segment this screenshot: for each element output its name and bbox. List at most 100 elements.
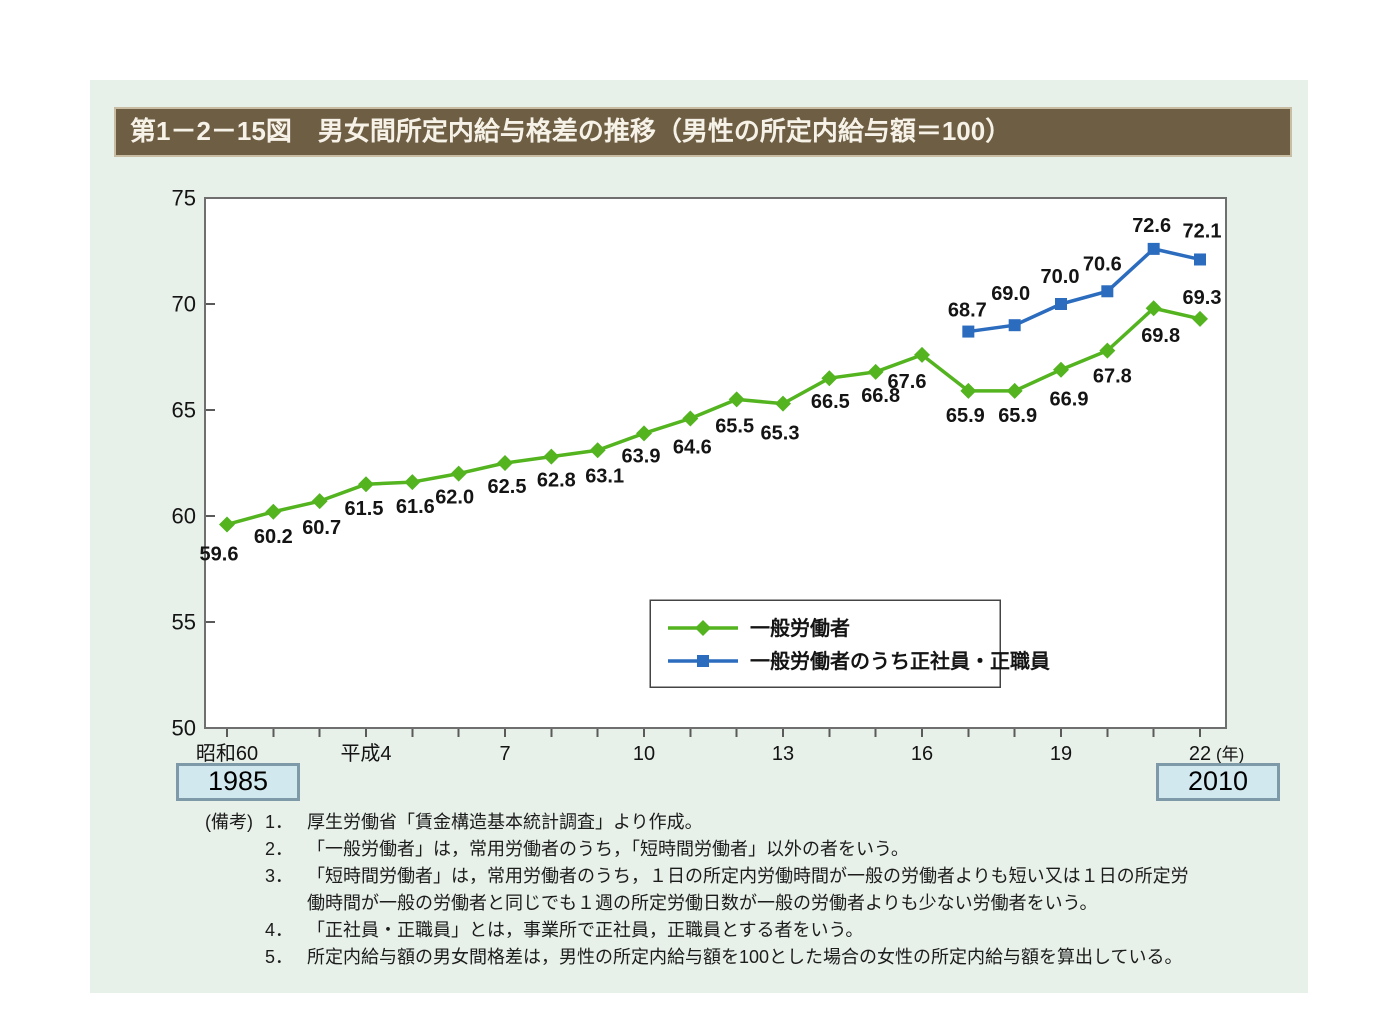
- note-text: 「短時間労働者」は，常用労働者のうち，１日の所定内労働時間が一般の労働者よりも短…: [307, 866, 1189, 913]
- note-text: 所定内給与額の男女間格差は，男性の所定内給与額を100とした場合の女性の所定内給…: [307, 947, 1183, 967]
- data-point-label: 60.2: [254, 526, 293, 548]
- note-number: 5．: [265, 947, 294, 967]
- series-line-regular-staff: [966, 247, 1202, 334]
- x-tick-label: 平成4: [340, 742, 391, 765]
- data-point-label: 70.0: [1041, 266, 1080, 288]
- note-text: 厚生労働省「賃金構造基本統計調査」より作成。: [307, 812, 703, 832]
- x-tick-label: 16: [911, 743, 933, 765]
- note-item-2: 2． 「一般労働者」は，常用労働者のうち，「短時間労働者」以外の者をいう。: [265, 836, 1205, 863]
- data-point-label: 65.9: [998, 405, 1037, 427]
- data-point-label: 68.7: [948, 300, 987, 322]
- legend-square-icon: [697, 655, 709, 667]
- data-point-label: 67.6: [888, 371, 927, 393]
- data-point-label: 66.9: [1050, 389, 1089, 411]
- data-point-square-icon: [1147, 242, 1160, 255]
- data-point-label: 63.1: [585, 465, 624, 487]
- data-point-diamond-icon: [914, 346, 930, 363]
- data-point-label: 65.5: [715, 415, 754, 437]
- legend-diamond-icon: [695, 620, 711, 636]
- x-tick-label: 13: [772, 743, 794, 765]
- note-text: 「正社員・正職員」とは，事業所で正社員，正職員とする者をいう。: [307, 920, 864, 940]
- data-point-label: 65.3: [761, 423, 800, 445]
- data-point-diamond-icon: [1006, 382, 1023, 399]
- note-item-4: 4． 「正社員・正職員」とは，事業所で正社員，正職員とする者をいう。: [265, 917, 1205, 944]
- figure-panel: 第1－2－15図 男女間所定内給与格差の推移（男性の所定内給与額＝100） 50 5…: [90, 80, 1308, 993]
- y-tick-label: 50: [172, 716, 196, 741]
- data-point-diamond-icon: [265, 503, 282, 520]
- year-highlight-2010: 2010: [1156, 763, 1280, 801]
- data-point-label: 69.8: [1141, 325, 1180, 347]
- data-point-label: 62.8: [537, 470, 576, 492]
- x-tick-label: 10: [633, 743, 655, 765]
- data-point-diamond-icon: [960, 382, 977, 399]
- data-point-label: 63.9: [622, 445, 661, 467]
- data-point-label: 62.5: [488, 476, 527, 498]
- notes-list: 1． 厚生労働省「賃金構造基本統計調査」より作成。 2． 「一般労働者」は，常用労働者…: [265, 809, 1205, 971]
- data-point-label: 72.6: [1132, 215, 1171, 237]
- legend-box: [649, 599, 1001, 688]
- notes-block: (備考) 1． 厚生労働省「賃金構造基本統計調査」より作成。 2． 「一般労働者」は，…: [205, 809, 1205, 971]
- y-tick-label: 70: [172, 292, 196, 317]
- data-point-square-icon: [1055, 298, 1067, 310]
- note-number: 3．: [265, 866, 294, 886]
- data-point-diamond-icon: [589, 442, 606, 459]
- data-point-label: 66.5: [811, 391, 850, 413]
- y-tick-label: 75: [172, 186, 196, 211]
- data-point-square-icon: [1194, 253, 1206, 266]
- data-point-label: 64.6: [673, 436, 712, 458]
- data-point-diamond-icon: [219, 516, 235, 533]
- year-highlight-1985: 1985: [176, 763, 300, 801]
- data-point-square-icon: [1101, 285, 1114, 298]
- x-tick-label: 19: [1050, 743, 1072, 765]
- data-point-diamond-icon: [404, 474, 421, 491]
- data-point-diamond-icon: [1099, 342, 1116, 359]
- data-point-label: 69.3: [1183, 287, 1222, 309]
- figure-number: 第1－2－15図: [130, 116, 292, 146]
- data-point-label: 59.6: [200, 543, 239, 565]
- x-tick-label: 昭和60: [196, 742, 258, 765]
- data-point-diamond-icon: [775, 395, 791, 412]
- y-tick-label: 65: [172, 398, 196, 423]
- data-point-diamond-icon: [867, 363, 884, 380]
- x-tick-label: 22: [1189, 743, 1211, 765]
- data-point-label: 66.8: [861, 385, 900, 407]
- data-point-label: 65.9: [946, 405, 985, 427]
- data-point-square-icon: [1008, 319, 1021, 332]
- series-line-general-workers: [225, 306, 1202, 527]
- data-point-diamond-icon: [821, 370, 838, 387]
- notes-label: (備考): [205, 812, 253, 832]
- y-tick-label: 60: [172, 504, 196, 529]
- data-point-label: 67.8: [1093, 366, 1132, 388]
- data-point-diamond-icon: [450, 465, 467, 482]
- data-point-diamond-icon: [497, 455, 513, 471]
- data-point-label: 62.0: [435, 487, 474, 509]
- note-item-3: 3． 「短時間労働者」は，常用労働者のうち，１日の所定内労働時間が一般の労働者より…: [265, 863, 1205, 917]
- note-text: 「一般労働者」は，常用労働者のうち，「短時間労働者」以外の者をいう。: [307, 839, 909, 859]
- data-point-diamond-icon: [728, 391, 745, 408]
- note-item-1: 1． 厚生労働省「賃金構造基本統計調査」より作成。: [265, 809, 1205, 836]
- data-point-diamond-icon: [1192, 310, 1208, 327]
- legend-item-label: 一般労働者: [750, 616, 850, 640]
- data-point-label: 61.6: [396, 496, 435, 518]
- data-point-label: 72.1: [1183, 220, 1222, 242]
- note-number: 4．: [265, 920, 294, 940]
- wage-gap-line-chart: 50 55 60 65 70 75 昭和60 平成4 7 10 13 16 19 22 (年) 59.6 60.…: [172, 186, 1245, 766]
- data-point-label: 61.5: [345, 498, 384, 520]
- x-tick-label: 7: [499, 743, 510, 765]
- figure-title-bar: 第1－2－15図 男女間所定内給与格差の推移（男性の所定内給与額＝100）: [114, 107, 1292, 157]
- data-point-diamond-icon: [1053, 361, 1069, 378]
- note-number: 1．: [265, 812, 294, 832]
- data-point-label: 60.7: [302, 517, 341, 539]
- data-point-label: 69.0: [991, 283, 1030, 305]
- x-axis-unit-label: (年): [1216, 745, 1244, 764]
- data-point-diamond-icon: [636, 425, 652, 442]
- note-item-5: 5． 所定内給与額の男女間格差は，男性の所定内給与額を100とした場合の女性の所定…: [265, 944, 1205, 971]
- data-point-diamond-icon: [682, 410, 699, 427]
- data-point-label: 70.6: [1083, 253, 1122, 275]
- data-point-diamond-icon: [311, 493, 328, 510]
- figure-title: 男女間所定内給与格差の推移（男性の所定内給与額＝100）: [317, 116, 1012, 146]
- data-point-diamond-icon: [358, 476, 374, 493]
- note-number: 2．: [265, 839, 294, 859]
- legend-item-label: 一般労働者のうち正社員・正職員: [750, 649, 1050, 673]
- data-point-diamond-icon: [1145, 300, 1162, 317]
